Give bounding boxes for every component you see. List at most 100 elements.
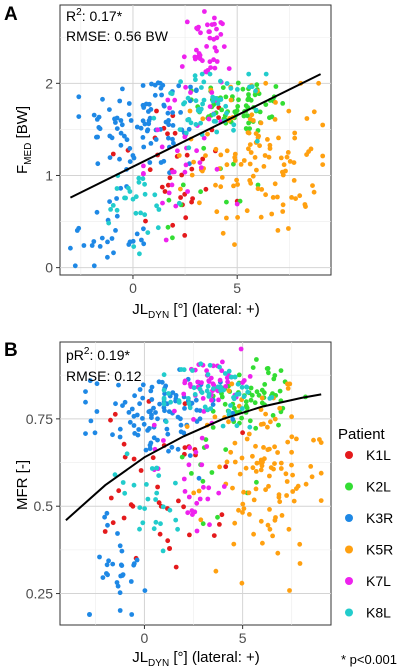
point-k8l bbox=[154, 490, 160, 496]
point-k5r bbox=[270, 533, 275, 539]
point-k7l bbox=[181, 391, 187, 397]
point-k3r bbox=[120, 86, 125, 92]
point-k3r bbox=[159, 92, 165, 98]
point-k3r bbox=[122, 133, 127, 139]
point-k8l bbox=[201, 79, 207, 85]
point-k3r bbox=[149, 81, 154, 87]
point-k5r bbox=[232, 459, 238, 465]
legend-swatch-k2l bbox=[345, 482, 353, 491]
point-k8l bbox=[153, 497, 159, 502]
point-k7l bbox=[182, 134, 188, 140]
point-k1l bbox=[121, 441, 127, 447]
point-k2l bbox=[180, 182, 186, 188]
point-k8l bbox=[221, 387, 227, 393]
point-k2l bbox=[246, 92, 251, 97]
point-k7l bbox=[206, 116, 212, 122]
point-k2l bbox=[236, 372, 242, 378]
point-k5r bbox=[320, 162, 326, 168]
legend-label-k5r: K5R bbox=[366, 542, 393, 558]
point-k5r bbox=[272, 181, 278, 187]
point-k7l bbox=[224, 375, 230, 381]
point-k1l bbox=[121, 515, 127, 521]
point-k8l bbox=[198, 120, 204, 126]
point-k3r bbox=[139, 237, 144, 243]
point-k7l bbox=[184, 19, 190, 25]
point-k8l bbox=[231, 127, 236, 133]
point-k2l bbox=[215, 514, 220, 520]
point-k2l bbox=[270, 413, 276, 418]
point-k8l bbox=[140, 520, 146, 526]
point-k3r bbox=[194, 407, 200, 413]
point-k1l bbox=[110, 520, 116, 526]
point-k1l bbox=[110, 151, 116, 157]
point-k2l bbox=[246, 95, 252, 101]
point-k7l bbox=[204, 444, 210, 449]
point-k7l bbox=[220, 359, 225, 365]
legend-swatch-k1l bbox=[345, 451, 353, 459]
point-k1l bbox=[112, 411, 118, 417]
point-k3r bbox=[193, 88, 199, 94]
point-k3r bbox=[141, 144, 147, 150]
point-k1l bbox=[165, 131, 170, 137]
point-k3r bbox=[94, 409, 100, 414]
point-k5r bbox=[272, 461, 277, 466]
y-tick-label: 0 bbox=[45, 260, 53, 276]
point-k5r bbox=[290, 472, 295, 478]
point-k5r bbox=[189, 172, 195, 178]
point-k8l bbox=[223, 103, 229, 109]
point-k7l bbox=[161, 438, 166, 443]
point-k8l bbox=[160, 504, 166, 510]
point-k5r bbox=[254, 460, 260, 466]
point-k8l bbox=[142, 191, 148, 197]
point-k7l bbox=[214, 26, 219, 32]
point-k8l bbox=[200, 101, 206, 107]
point-k2l bbox=[166, 197, 172, 203]
point-k8l bbox=[140, 176, 146, 182]
point-k5r bbox=[292, 130, 298, 136]
point-k8l bbox=[234, 392, 240, 397]
point-k8l bbox=[220, 423, 226, 429]
point-k5r bbox=[291, 498, 297, 504]
point-k5r bbox=[285, 150, 291, 155]
point-k1l bbox=[167, 546, 173, 551]
point-k5r bbox=[291, 160, 297, 166]
point-k5r bbox=[213, 568, 219, 574]
point-k2l bbox=[259, 387, 265, 393]
point-k7l bbox=[166, 190, 172, 196]
point-k8l bbox=[145, 230, 151, 236]
panel-a-gridlines bbox=[60, 5, 331, 275]
point-k8l bbox=[185, 95, 191, 101]
point-k7l bbox=[205, 22, 210, 28]
point-k7l bbox=[207, 59, 213, 65]
point-k5r bbox=[259, 395, 265, 401]
point-k5r bbox=[253, 486, 259, 492]
point-k1l bbox=[217, 522, 222, 527]
point-k3r bbox=[114, 115, 120, 121]
point-k1l bbox=[181, 504, 187, 510]
point-k8l bbox=[145, 496, 151, 502]
point-k5r bbox=[232, 155, 238, 160]
point-k5r bbox=[318, 470, 324, 476]
point-k3r bbox=[127, 239, 133, 245]
point-k7l bbox=[194, 500, 200, 506]
point-k7l bbox=[181, 54, 187, 60]
point-k3r bbox=[166, 448, 171, 454]
point-k7l bbox=[198, 165, 204, 171]
legend-label-k7l: K7L bbox=[366, 573, 391, 589]
point-k5r bbox=[200, 116, 206, 122]
point-k5r bbox=[310, 183, 315, 189]
point-k8l bbox=[142, 212, 148, 218]
point-k1l bbox=[223, 464, 229, 470]
point-k3r bbox=[118, 185, 124, 191]
point-k8l bbox=[153, 519, 159, 525]
point-k7l bbox=[160, 200, 165, 206]
point-k5r bbox=[243, 465, 249, 471]
point-k1l bbox=[240, 430, 246, 436]
point-k8l bbox=[169, 91, 175, 97]
point-k8l bbox=[122, 195, 127, 201]
point-k7l bbox=[225, 379, 231, 385]
point-k2l bbox=[263, 102, 269, 107]
point-k8l bbox=[154, 465, 160, 471]
point-k7l bbox=[206, 485, 212, 491]
point-k2l bbox=[235, 80, 241, 86]
